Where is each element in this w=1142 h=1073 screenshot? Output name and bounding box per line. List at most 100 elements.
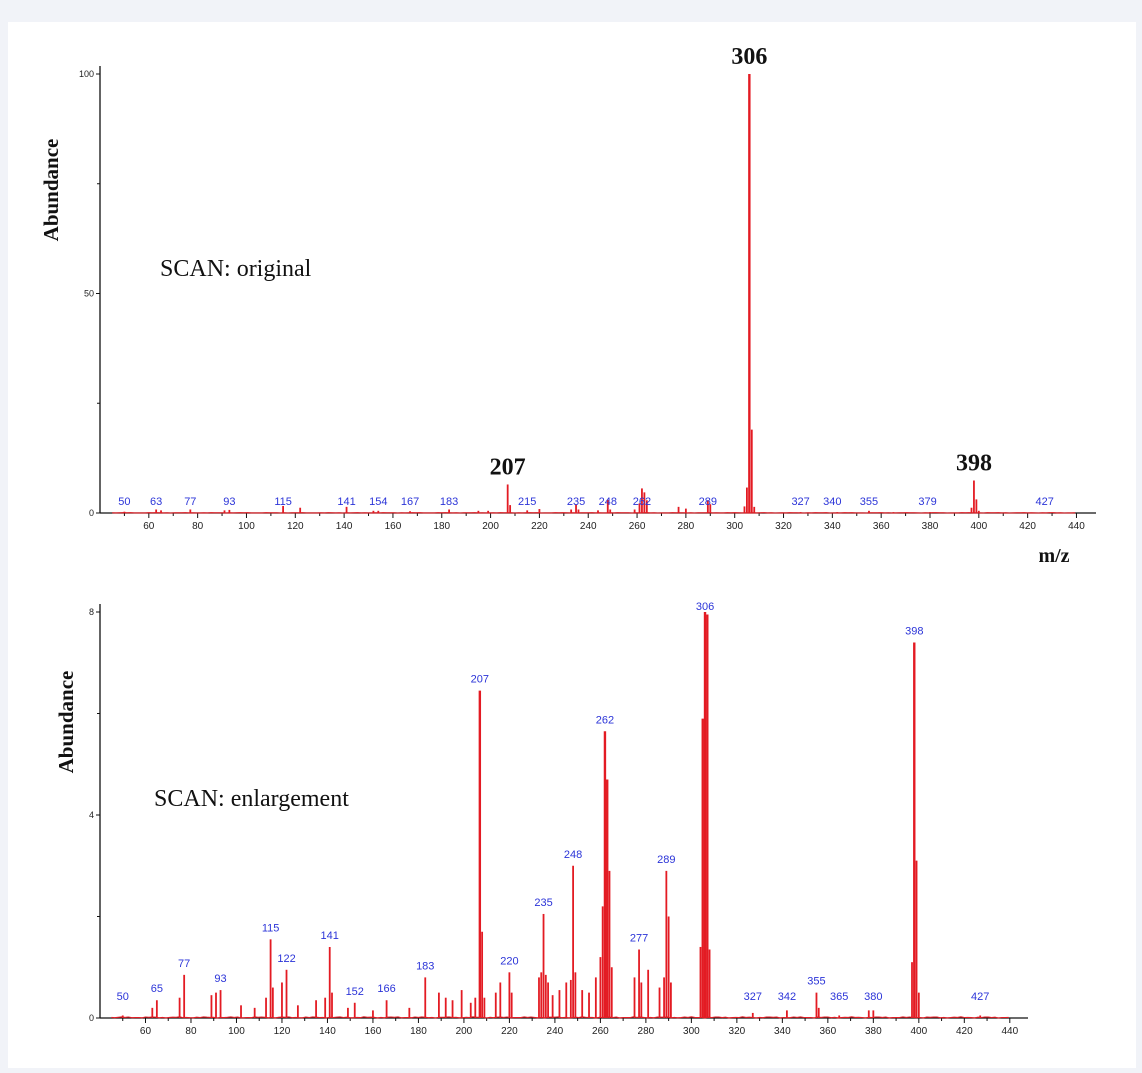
- x-tick-label: 60: [143, 521, 155, 532]
- x-tick-label: 420: [1019, 521, 1036, 532]
- x-tick-label: 80: [185, 1026, 197, 1037]
- peak-label: 289: [699, 496, 717, 508]
- peak-label: 355: [860, 496, 878, 508]
- x-axis-label: m/z: [1038, 545, 1069, 567]
- x-tick-label: 140: [336, 521, 353, 532]
- x-tick-label: 440: [1068, 521, 1085, 532]
- x-tick-label: 160: [385, 521, 402, 532]
- y-tick-label: 50: [84, 289, 94, 299]
- peak-label: 50: [118, 496, 130, 508]
- scan-annotation: SCAN: original: [160, 256, 312, 282]
- peak-label: 306: [696, 601, 714, 613]
- x-tick-label: 420: [956, 1026, 973, 1037]
- x-tick-label: 400: [970, 521, 987, 532]
- chart-original-scan: 60 80 100 120 140 160 180 200 220 240 260 280 300 320…: [39, 44, 1096, 567]
- peak-label: 327: [791, 496, 809, 508]
- x-tick-label: 200: [482, 521, 499, 532]
- x-tick-label: 400: [910, 1026, 927, 1037]
- scan-annotation: SCAN: enlargement: [154, 786, 349, 812]
- y-tick-label: 0: [89, 508, 94, 518]
- peak-label: 166: [377, 983, 395, 995]
- peak-label: 93: [214, 973, 226, 985]
- peak-label: 50: [117, 991, 129, 1003]
- x-tick-label: 180: [410, 1026, 427, 1037]
- x-tick-label: 380: [865, 1026, 882, 1037]
- peak-label-major: 207: [490, 454, 526, 480]
- peak-label: 141: [337, 496, 355, 508]
- peak-label: 327: [744, 991, 762, 1003]
- x-tick-label: 240: [580, 521, 597, 532]
- peak-label: 355: [807, 976, 825, 988]
- peak-label: 427: [971, 991, 989, 1003]
- peak-label: 207: [471, 674, 489, 686]
- peak-label: 122: [277, 953, 295, 965]
- x-tick-label: 300: [726, 521, 743, 532]
- peak-label: 262: [596, 714, 614, 726]
- peak-label: 379: [918, 496, 936, 508]
- x-tick-label: 60: [140, 1026, 152, 1037]
- figure-panel: 60 80 100 120 140 160 180 200 220 240 260 280 300 320…: [8, 22, 1136, 1068]
- x-tick-label: 120: [274, 1026, 291, 1037]
- x-tick-label: 280: [678, 521, 695, 532]
- x-tick-label: 140: [319, 1026, 336, 1037]
- peak-label: 248: [599, 496, 617, 508]
- peak-label: 63: [150, 496, 162, 508]
- peak-label: 154: [369, 496, 387, 508]
- peak-label: 380: [864, 991, 882, 1003]
- x-tick-label: 100: [238, 521, 255, 532]
- x-tick-label: 320: [775, 521, 792, 532]
- x-tick-label: 180: [433, 521, 450, 532]
- mass-spectrum-figure: 60 80 100 120 140 160 180 200 220 240 260 280 300 320…: [39, 44, 1096, 1037]
- peak-label: 167: [401, 496, 419, 508]
- x-tick-label: 380: [922, 521, 939, 532]
- x-tick-label: 300: [683, 1026, 700, 1037]
- y-tick-label: 0: [89, 1013, 94, 1023]
- x-tick-label: 320: [729, 1026, 746, 1037]
- y-tick-label: 4: [89, 810, 94, 820]
- peak-label: 115: [262, 922, 280, 934]
- x-tick-label: 440: [1001, 1026, 1018, 1037]
- peak-label: 342: [778, 991, 796, 1003]
- peak-label: 220: [500, 955, 518, 967]
- peak-label: 262: [633, 496, 651, 508]
- peak-label: 77: [184, 496, 196, 508]
- peak-label: 152: [346, 986, 364, 998]
- x-tick-label: 340: [774, 1026, 791, 1037]
- x-tick-label: 280: [638, 1026, 655, 1037]
- x-tick-label: 80: [192, 521, 204, 532]
- peak-label: 115: [274, 496, 292, 508]
- y-axis-label: Abundance: [54, 671, 78, 774]
- peak-label: 340: [823, 496, 841, 508]
- peak-label: 141: [321, 930, 339, 942]
- peak-label: 248: [564, 849, 582, 861]
- peak-label: 93: [223, 496, 235, 508]
- x-tick-label: 220: [501, 1026, 518, 1037]
- x-tick-label: 160: [365, 1026, 382, 1037]
- peak-label: 215: [518, 496, 536, 508]
- peak-label-major: 306: [731, 44, 767, 70]
- x-tick-label: 260: [629, 521, 646, 532]
- x-tick-label: 360: [819, 1026, 836, 1037]
- y-tick-label: 100: [79, 69, 94, 79]
- peak-label: 365: [830, 991, 848, 1003]
- peak-label: 65: [151, 983, 163, 995]
- peak-label-major: 398: [956, 451, 992, 477]
- chart-enlargement-scan: 60 80 100 120 140 160 180 200 220 240 260 280 300 320…: [54, 601, 1028, 1037]
- x-tick-label: 220: [531, 521, 548, 532]
- peak-label: 183: [416, 960, 434, 972]
- peak-label: 289: [657, 854, 675, 866]
- peak-label: 235: [534, 897, 552, 909]
- x-tick-label: 340: [824, 521, 841, 532]
- x-tick-label: 100: [228, 1026, 245, 1037]
- y-axis-label: Abundance: [39, 139, 63, 242]
- peak-label: 235: [567, 496, 585, 508]
- x-tick-label: 200: [456, 1026, 473, 1037]
- x-tick-label: 260: [592, 1026, 609, 1037]
- x-tick-label: 240: [547, 1026, 564, 1037]
- peak-label: 427: [1036, 496, 1054, 508]
- x-tick-label: 360: [873, 521, 890, 532]
- x-tick-label: 120: [287, 521, 304, 532]
- peak-label: 398: [905, 625, 923, 637]
- y-tick-label: 8: [89, 607, 94, 617]
- peak-label: 183: [440, 496, 458, 508]
